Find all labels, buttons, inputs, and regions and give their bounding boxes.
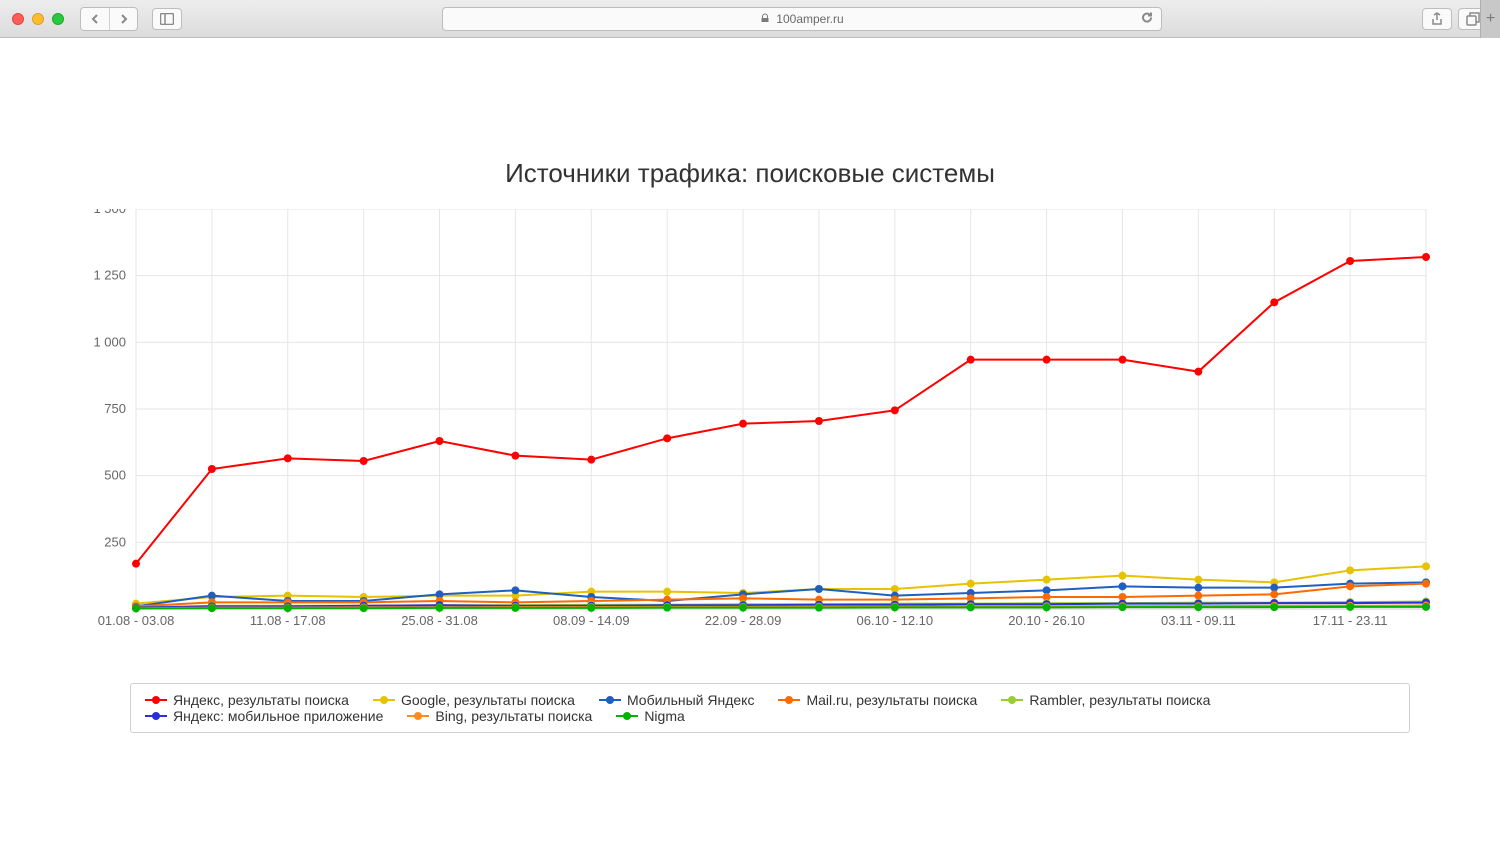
svg-text:1 500: 1 500 (93, 209, 126, 216)
legend-label: Мобильный Яндекс (627, 692, 755, 708)
address-bar[interactable]: 100amper.ru (442, 7, 1162, 31)
legend-item[interactable]: Яндекс, результаты поиска (145, 692, 349, 708)
chart-legend: Яндекс, результаты поиска Google, результ… (130, 683, 1410, 733)
lock-icon (760, 12, 770, 26)
legend-label: Яндекс: мобильное приложение (173, 708, 383, 724)
chart-container: 250 500 750 1 000 1 250 1 500 01.08 - 03.08 11.… (36, 209, 1464, 679)
svg-text:250: 250 (104, 534, 126, 549)
new-tab-button[interactable]: + (1480, 0, 1500, 38)
legend-item[interactable]: Bing, результаты поиска (407, 708, 592, 724)
legend-label: Rambler, результаты поиска (1029, 692, 1210, 708)
legend-label: Nigma (644, 708, 684, 724)
legend-label: Bing, результаты поиска (435, 708, 592, 724)
svg-text:08.09 - 14.09: 08.09 - 14.09 (553, 613, 630, 628)
legend-swatch (145, 715, 167, 717)
legend-item[interactable]: Nigma (616, 708, 684, 724)
sidebar-toggle-button[interactable] (152, 8, 182, 30)
svg-text:25.08 - 31.08: 25.08 - 31.08 (401, 613, 478, 628)
legend-label: Яндекс, результаты поиска (173, 692, 349, 708)
svg-text:1 000: 1 000 (93, 334, 126, 349)
legend-swatch (373, 699, 395, 701)
legend-item[interactable]: Мобильный Яндекс (599, 692, 755, 708)
maximize-window-button[interactable] (52, 13, 64, 25)
legend-item[interactable]: Rambler, результаты поиска (1001, 692, 1210, 708)
legend-label: Google, результаты поиска (401, 692, 575, 708)
legend-swatch (778, 699, 800, 701)
legend-row: Яндекс: мобильное приложение Bing, резуль… (145, 708, 1395, 724)
svg-text:03.11 - 09.11: 03.11 - 09.11 (1161, 613, 1236, 628)
close-window-button[interactable] (12, 13, 24, 25)
address-bar-text: 100amper.ru (776, 12, 843, 26)
legend-label: Mail.ru, результаты поиска (806, 692, 977, 708)
back-button[interactable] (81, 8, 109, 30)
share-icon (1430, 12, 1444, 26)
legend-item[interactable]: Яндекс: мобильное приложение (145, 708, 383, 724)
chevron-left-icon (90, 14, 100, 24)
sidebar-icon (160, 13, 174, 25)
chart-title: Источники трафика: поисковые системы (36, 158, 1464, 189)
minimize-window-button[interactable] (32, 13, 44, 25)
legend-swatch (599, 699, 621, 701)
reload-icon (1141, 11, 1153, 23)
legend-item[interactable]: Google, результаты поиска (373, 692, 575, 708)
svg-text:750: 750 (104, 401, 126, 416)
toolbar-right (1422, 8, 1488, 30)
legend-swatch (145, 699, 167, 701)
nav-buttons (80, 7, 138, 31)
tabs-icon (1466, 12, 1480, 26)
svg-text:01.08 - 03.08: 01.08 - 03.08 (98, 613, 175, 628)
share-button[interactable] (1422, 8, 1452, 30)
svg-text:17.11 - 23.11: 17.11 - 23.11 (1313, 613, 1388, 628)
browser-toolbar: 100amper.ru (0, 0, 1500, 38)
legend-swatch (407, 715, 429, 717)
svg-text:22.09 - 28.09: 22.09 - 28.09 (705, 613, 782, 628)
legend-swatch (616, 715, 638, 717)
page-content: Источники трафика: поисковые системы 250… (0, 38, 1500, 733)
legend-row: Яндекс, результаты поиска Google, результ… (145, 692, 1395, 708)
svg-text:1 250: 1 250 (93, 268, 126, 283)
legend-item[interactable]: Mail.ru, результаты поиска (778, 692, 977, 708)
legend-swatch (1001, 699, 1023, 701)
svg-text:06.10 - 12.10: 06.10 - 12.10 (857, 613, 934, 628)
reload-button[interactable] (1141, 11, 1153, 26)
svg-text:20.10 - 26.10: 20.10 - 26.10 (1008, 613, 1085, 628)
forward-button[interactable] (109, 8, 137, 30)
svg-text:500: 500 (104, 468, 126, 483)
line-chart: 250 500 750 1 000 1 250 1 500 01.08 - 03.08 11.… (36, 209, 1464, 679)
svg-text:11.08 - 17.08: 11.08 - 17.08 (250, 613, 326, 628)
window-controls (12, 13, 64, 25)
chevron-right-icon (119, 14, 129, 24)
